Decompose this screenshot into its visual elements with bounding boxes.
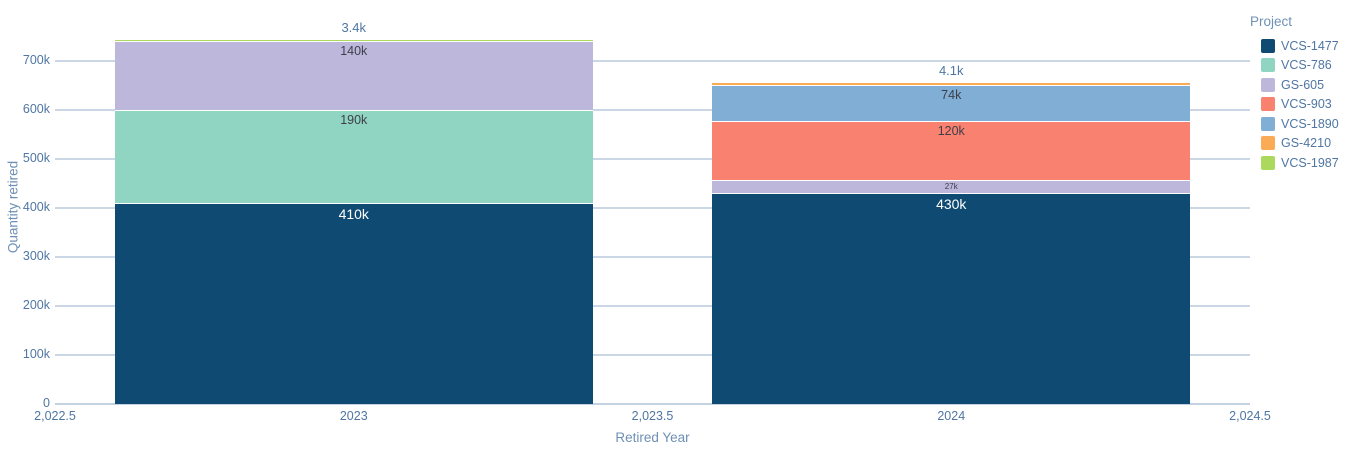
legend-label-GS-4210: GS-4210 — [1281, 136, 1332, 151]
x-axis-title: Retired Year — [615, 430, 690, 445]
legend-swatch-VCS-786 — [1261, 58, 1275, 73]
x-tick-label-2024: 2024 — [937, 409, 966, 423]
legend-swatch-VCS-1890 — [1261, 116, 1275, 131]
y-tick-label-100k: 100k — [22, 347, 50, 361]
bar-segment-VCS-786-2023[interactable] — [114, 110, 593, 204]
legend-swatch-GS-605 — [1261, 77, 1275, 92]
gridline-100k — [55, 354, 1250, 356]
y-tick-label-200k: 200k — [22, 298, 50, 312]
legend-item-GS-4210[interactable]: GS-4210 — [1248, 134, 1339, 154]
bar-segment-VCS-1890-2024[interactable] — [712, 85, 1191, 122]
segment-label-GS-4210-2024: 4.1k — [938, 63, 964, 78]
x-axis-line — [55, 403, 1250, 405]
y-tick-label-600k: 600k — [22, 102, 50, 116]
y-tick-label-500k: 500k — [22, 151, 50, 165]
gridline-200k — [55, 305, 1250, 307]
legend-item-VCS-786[interactable]: VCS-786 — [1248, 56, 1339, 76]
legend-items: VCS-1477 VCS-786 GS-605 VCS-903 VCS-1890 GS-4… — [1248, 36, 1339, 173]
legend-label-VCS-1987: VCS-1987 — [1281, 155, 1339, 170]
legend-label-VCS-903: VCS-903 — [1281, 97, 1332, 112]
y-tick-label-0: 0 — [43, 396, 50, 410]
legend-label-GS-605: GS-605 — [1281, 77, 1325, 92]
bar-segment-VCS-1477-2024[interactable] — [712, 193, 1191, 404]
y-tick-label-400k: 400k — [22, 200, 50, 214]
bar-segment-GS-4210-2024[interactable] — [712, 83, 1191, 85]
gridline-400k — [55, 207, 1250, 209]
legend-item-VCS-1890[interactable]: VCS-1890 — [1248, 114, 1339, 134]
legend-item-VCS-1987[interactable]: VCS-1987 — [1248, 153, 1339, 173]
legend-item-VCS-903[interactable]: VCS-903 — [1248, 95, 1339, 115]
gridline-600k — [55, 109, 1250, 111]
legend-swatch-VCS-1987 — [1261, 155, 1275, 170]
gridline-300k — [55, 256, 1250, 258]
gridline-700k — [55, 60, 1250, 62]
legend-label-VCS-1890: VCS-1890 — [1281, 116, 1339, 131]
bar-segment-VCS-903-2024[interactable] — [712, 121, 1191, 181]
legend: Project VCS-1477 VCS-786 GS-605 VCS-903 VCS-… — [1248, 14, 1339, 173]
legend-label-VCS-786: VCS-786 — [1281, 58, 1332, 73]
y-axis-title: Quantity retired — [5, 160, 21, 254]
legend-swatch-GS-4210 — [1261, 136, 1275, 151]
y-tick-label-700k: 700k — [22, 53, 50, 67]
legend-title: Project — [1250, 14, 1293, 29]
x-tick-label-2,023.5: 2,023.5 — [631, 409, 674, 423]
x-tick-label-2,024.5: 2,024.5 — [1229, 409, 1271, 423]
legend-swatch-VCS-1477 — [1261, 38, 1275, 53]
y-tick-label-300k: 300k — [22, 249, 50, 263]
bar-segment-VCS-1477-2023[interactable] — [114, 203, 593, 404]
segment-label-VCS-1987-2023: 3.4k — [341, 19, 367, 35]
legend-swatch-VCS-903 — [1261, 97, 1275, 112]
x-tick-label-2023: 2023 — [339, 409, 368, 423]
legend-item-GS-605[interactable]: GS-605 — [1248, 75, 1339, 95]
legend-label-VCS-1477: VCS-1477 — [1281, 38, 1339, 53]
bar-segment-VCS-1987-2023[interactable] — [114, 39, 593, 42]
gridline-500k — [55, 158, 1250, 160]
bar-segment-GS-605-2023[interactable] — [114, 41, 593, 110]
legend-item-VCS-1477[interactable]: VCS-1477 — [1248, 36, 1339, 56]
bar-segment-GS-605-2024[interactable] — [712, 180, 1191, 194]
x-tick-label-2,022.5: 2,022.5 — [34, 409, 76, 423]
